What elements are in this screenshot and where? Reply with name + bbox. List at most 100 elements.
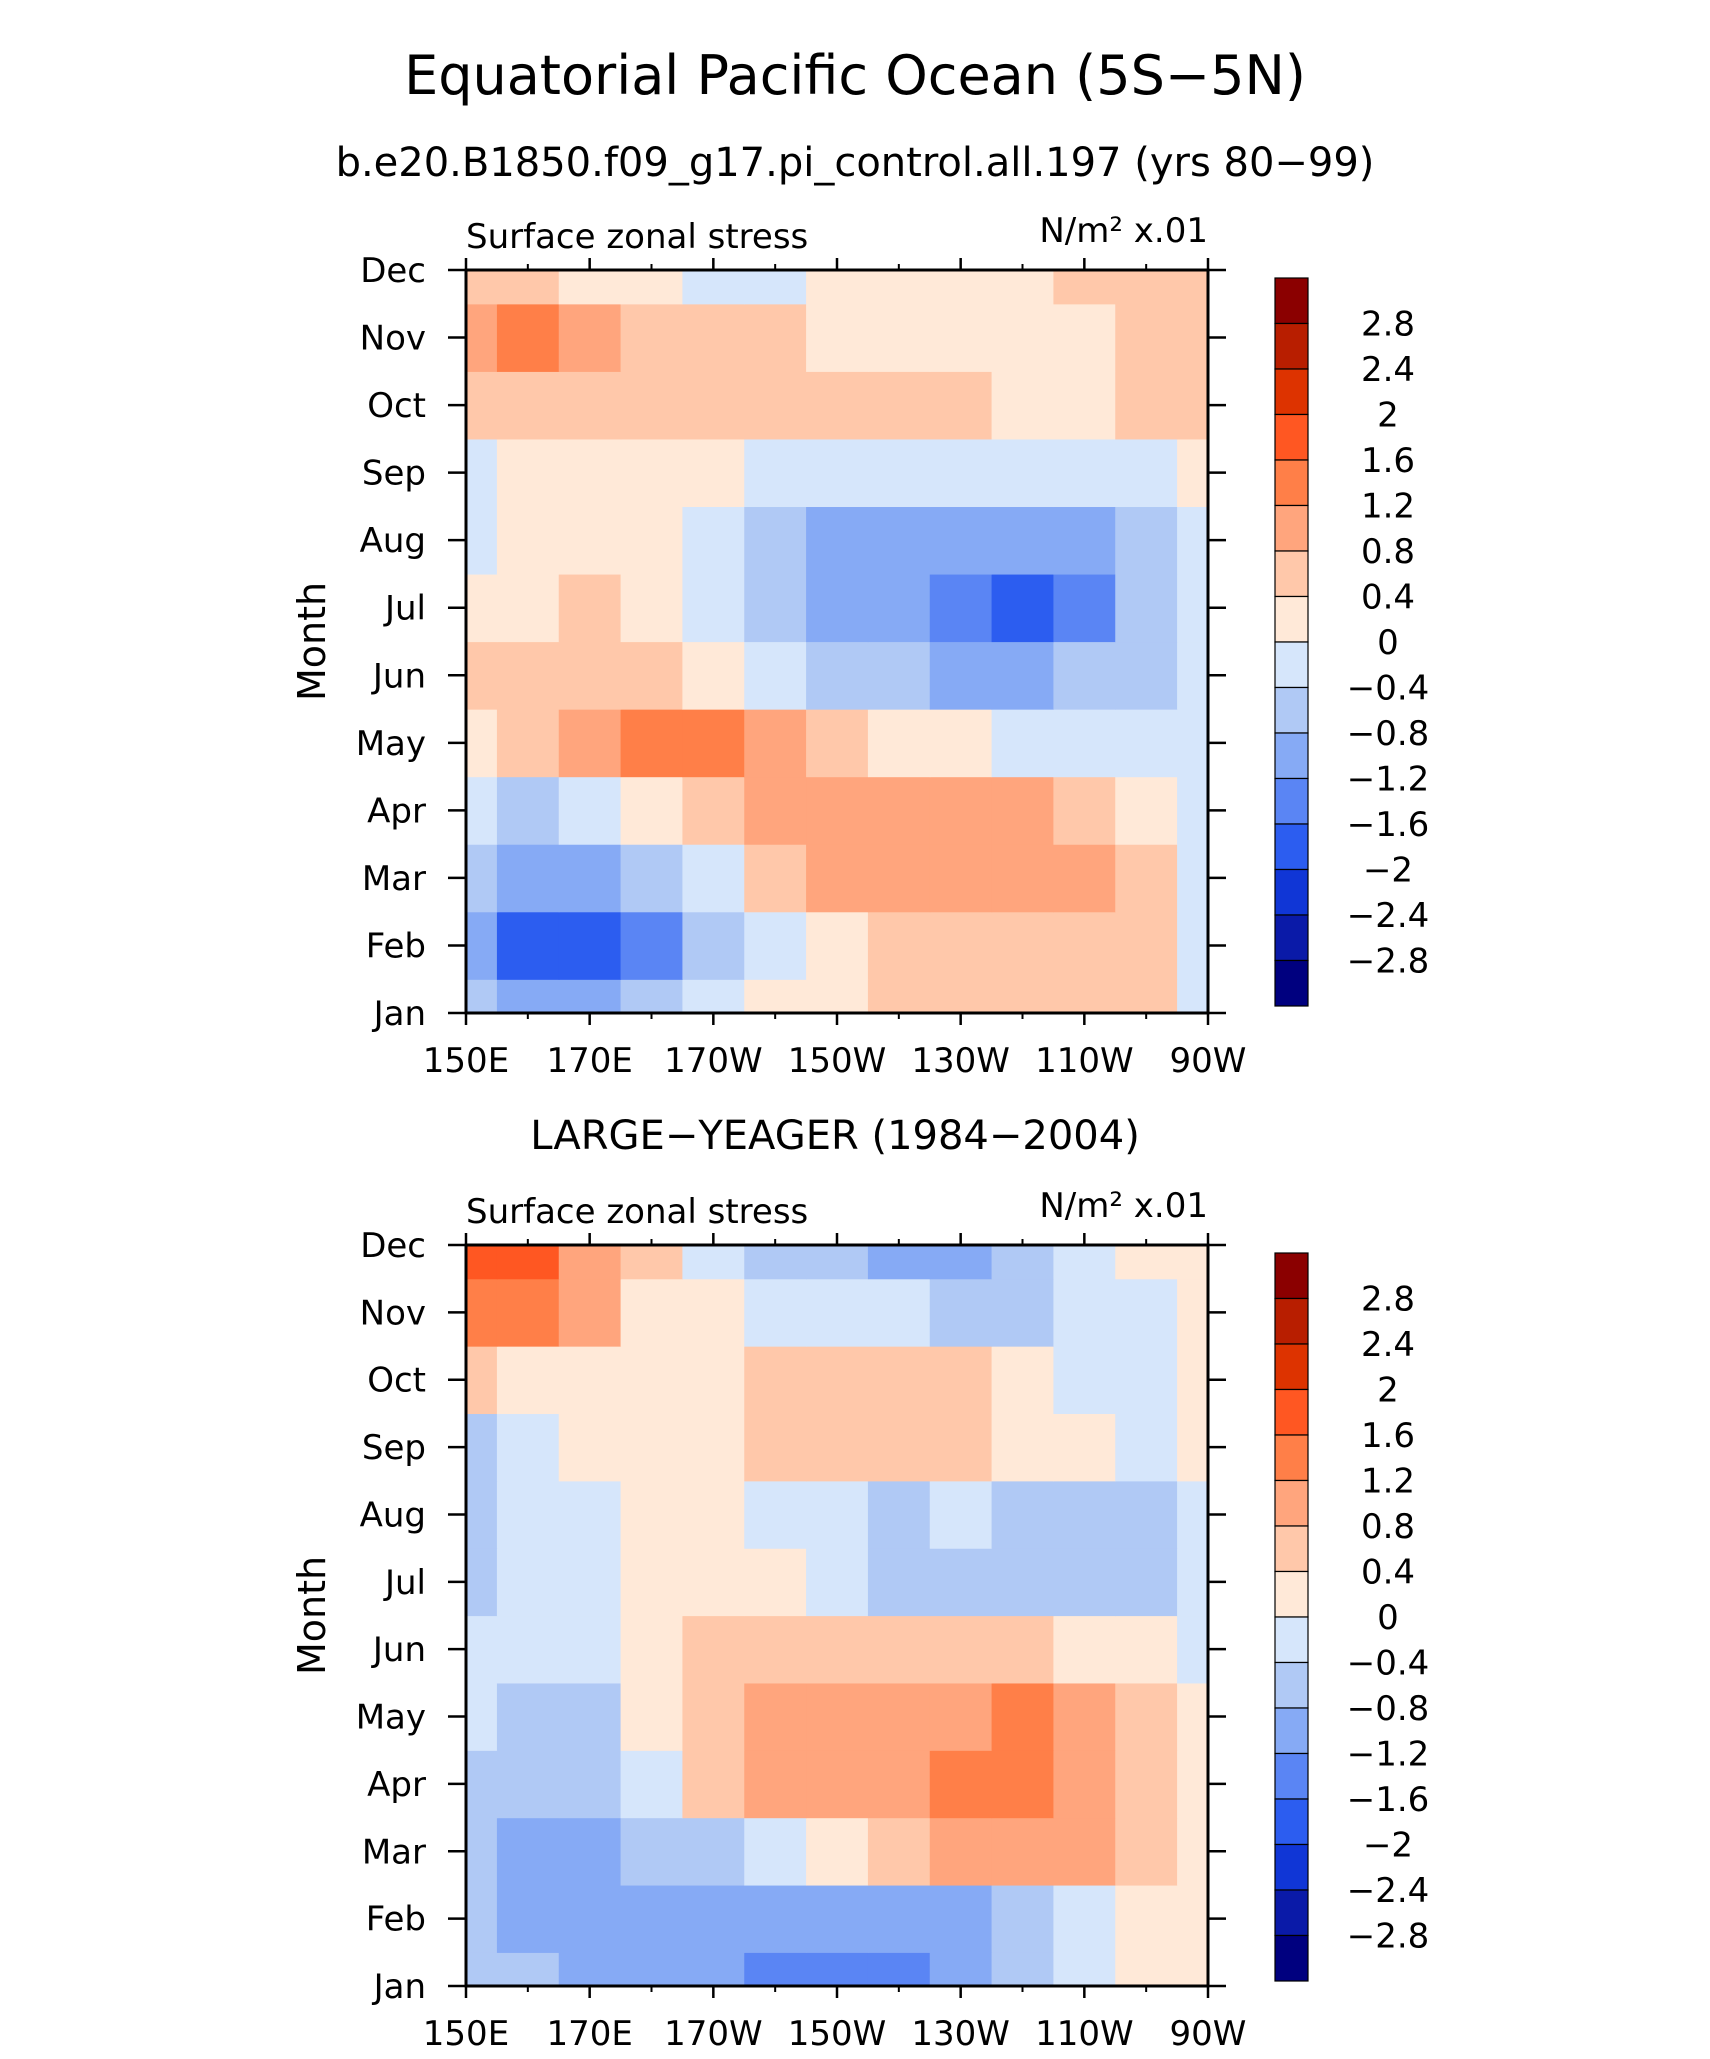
heatmap-cell [620, 1750, 684, 1819]
colorbar-box [1274, 1434, 1309, 1482]
colorbar-box [1274, 322, 1309, 370]
heatmap-cell [1177, 979, 1209, 1014]
heatmap-cell [558, 1952, 622, 1987]
units-string: N/m² x.01 [1039, 211, 1208, 251]
heatmap-cell [558, 371, 622, 440]
heatmap-cell [1053, 1413, 1116, 1482]
colorbar-box [1274, 868, 1309, 916]
heatmap-cell [558, 506, 622, 575]
heatmap-cell [744, 1817, 807, 1886]
heatmap-cell [682, 1952, 745, 1987]
heatmap-cell [867, 1615, 931, 1684]
heatmap-cell [466, 776, 498, 845]
heatmap-cell [466, 1548, 498, 1617]
colorbar-box [1274, 1752, 1309, 1800]
heatmap-cell [867, 1548, 931, 1617]
heatmap-cell [496, 1682, 560, 1751]
heatmap-cell [1177, 270, 1209, 305]
colorbar-box [1274, 641, 1309, 689]
y-tick-label: Jun [371, 656, 426, 696]
heatmap-cell [466, 270, 498, 305]
heatmap-cell [1177, 1884, 1209, 1953]
heatmap-cell [496, 709, 560, 778]
heatmap-cell [744, 438, 807, 508]
heatmap-cell [466, 1278, 498, 1347]
colorbar-label: −0.8 [1347, 1689, 1430, 1729]
heatmap-cell [929, 641, 993, 710]
heatmap-cell [991, 1682, 1055, 1751]
heatmap-cell [867, 979, 931, 1014]
colorbar-box [1274, 459, 1309, 507]
heatmap-cell [867, 1480, 931, 1549]
heatmap-cell [1053, 1245, 1116, 1280]
colorbar-label: −2.4 [1347, 1871, 1430, 1911]
heatmap-cell [466, 1413, 498, 1482]
heatmap-cell [558, 1245, 622, 1280]
colorbar-label: 0 [1377, 1598, 1399, 1638]
heatmap-cell [991, 1346, 1055, 1415]
heatmap-cell [620, 641, 684, 710]
heatmap-cell [744, 1413, 807, 1482]
colorbar-label: 2 [1377, 1371, 1399, 1411]
heatmap-cell [929, 1750, 993, 1819]
heatmap-cell [620, 371, 684, 440]
colorbar-box [1274, 1707, 1309, 1755]
heatmap-cell [929, 1884, 993, 1953]
heatmap-cell [744, 270, 807, 305]
colorbar-label: 1.6 [1361, 1416, 1415, 1456]
heatmap-cell [682, 1346, 745, 1415]
y-tick-label: Sep [362, 454, 426, 494]
heatmap-cell [496, 1615, 560, 1684]
heatmap-cell [1177, 911, 1209, 980]
heatmap-cell [1053, 911, 1116, 980]
heatmap-cell [929, 1245, 993, 1280]
colorbar-label: −2.8 [1347, 942, 1430, 982]
heatmap-cell [744, 979, 807, 1014]
case-title: b.e20.B1850.f09_g17.pi_control.all.197 (… [336, 140, 1375, 186]
heatmap-cell [620, 506, 684, 575]
colorbar-label: −1.6 [1347, 805, 1430, 845]
obs-panel: 150E 170E 170W 150W 130W 110W 90W Jan Feb Mar Apr M… [290, 1186, 1429, 2054]
heatmap-cell [867, 371, 931, 440]
heatmap-cell [929, 979, 993, 1014]
heatmap-cell [991, 438, 1055, 508]
heatmap-cell [1177, 1245, 1209, 1280]
heatmap-cell [867, 1884, 931, 1953]
heatmap-cell [806, 776, 869, 845]
heatmap-cell [496, 979, 560, 1014]
heatmap-cell [806, 1548, 869, 1617]
heatmap-cell [620, 1615, 684, 1684]
heatmap-cell [558, 1817, 622, 1886]
heatmap-cell [496, 371, 560, 440]
x-tick-label: 150W [788, 2014, 887, 2054]
heatmap-cell [806, 506, 869, 575]
heatmap-cell [466, 1615, 498, 1684]
x-tick-label: 90W [1170, 2014, 1247, 2054]
heatmap-cell [620, 1346, 684, 1415]
heatmap-cell [991, 911, 1055, 980]
heatmap-cell [744, 1548, 807, 1617]
heatmap-cell [1053, 303, 1116, 372]
heatmap-cell [682, 709, 745, 778]
heatmap-cell [1053, 1480, 1116, 1549]
heatmap-cell [806, 1750, 869, 1819]
heatmap-cell [496, 1278, 560, 1347]
heatmap-cell [806, 303, 869, 372]
colorbar-label: −0.4 [1347, 669, 1430, 709]
colorbar-box [1274, 1388, 1309, 1436]
heatmap-cell [466, 1750, 498, 1819]
colorbar-box [1274, 823, 1309, 871]
colorbar-label: 0 [1377, 623, 1399, 663]
heatmap-cell [744, 1682, 807, 1751]
heatmap-cell [1177, 1750, 1209, 1819]
heatmap-cell [991, 1480, 1055, 1549]
heatmap-cell [929, 911, 993, 980]
colorbar-box [1274, 595, 1309, 643]
colorbar-label: −2 [1363, 851, 1413, 891]
heatmap-cell [558, 776, 622, 845]
heatmap-cell [496, 270, 560, 305]
heatmap-cell [1115, 911, 1178, 980]
heatmap-cell [806, 979, 869, 1014]
colorbar-label: 0.8 [1361, 532, 1415, 572]
heatmap-cell [867, 1346, 931, 1415]
